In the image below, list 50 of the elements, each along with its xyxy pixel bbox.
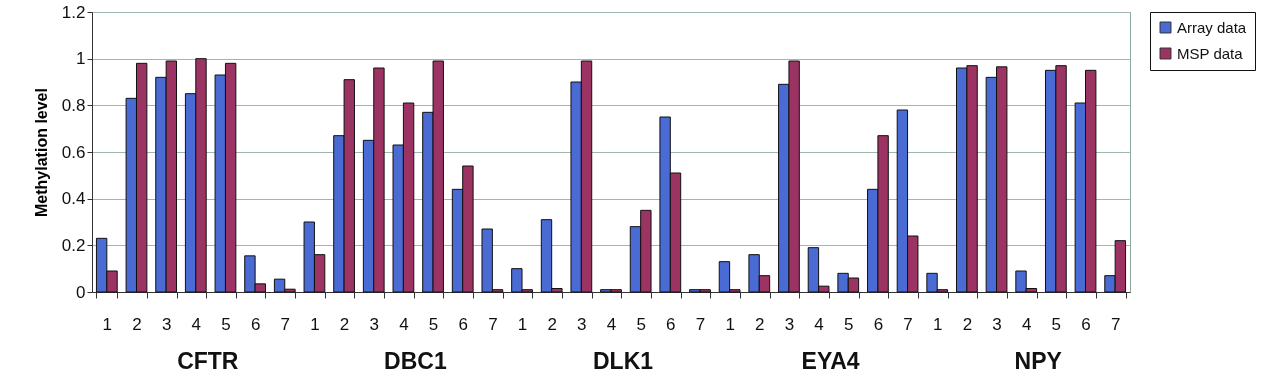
x-tick-label: 4 <box>191 314 202 334</box>
x-tick-label: 5 <box>636 314 646 334</box>
text: CFTR <box>177 348 239 374</box>
x-tick-label: 6 <box>666 314 676 334</box>
x-tick-label: 6 <box>873 314 884 334</box>
x-tick-label: 4 <box>399 314 409 334</box>
x-tick-label: 7 <box>695 314 706 334</box>
y-axis-title: Methylation level <box>32 88 50 217</box>
legend-label: Array data <box>1177 18 1247 36</box>
legend-label: MSP data <box>1177 44 1244 62</box>
x-tick-label: 4 <box>1021 314 1032 334</box>
x-tick-label: 2 <box>962 314 973 334</box>
x-tick-label: 2 <box>132 314 142 334</box>
text: DLK1 <box>592 348 654 374</box>
x-tick-label: 6 <box>250 314 261 334</box>
y-tick-label: 0.8 <box>61 95 86 115</box>
x-tick-label: 5 <box>844 314 854 334</box>
x-tick-label: 1 <box>310 314 320 334</box>
x-tick-label: 1 <box>932 314 943 334</box>
x-tick-label: 5 <box>221 314 231 334</box>
x-tick-label: 3 <box>784 314 795 334</box>
x-tick-label: 1 <box>725 314 735 334</box>
x-tick-label: 4 <box>814 314 824 334</box>
y-tick-label: 0.2 <box>61 235 86 255</box>
y-tick-label: 1.2 <box>61 2 86 22</box>
x-tick-label: 4 <box>606 314 617 334</box>
text: DBC1 <box>384 348 447 374</box>
x-tick-label: 7 <box>280 314 291 334</box>
x-tick-label: 5 <box>1051 314 1062 334</box>
x-tick-label: 6 <box>1081 314 1091 334</box>
x-tick-label: 2 <box>547 314 557 334</box>
y-tick-label: 0.6 <box>61 142 86 162</box>
x-tick-label: 1 <box>517 314 528 334</box>
x-tick-label: 7 <box>903 314 913 334</box>
y-tick-label: 1 <box>76 49 86 69</box>
x-tick-label: 3 <box>577 314 587 334</box>
x-tick-label: 6 <box>458 314 468 334</box>
text: EYA4 <box>801 348 860 374</box>
x-tick-label: 3 <box>161 314 172 334</box>
x-tick-label: 2 <box>755 314 765 334</box>
x-tick-label: 3 <box>992 314 1002 334</box>
x-tick-label: 5 <box>428 314 439 334</box>
x-tick-label: 3 <box>369 314 379 334</box>
text: NPY <box>1014 348 1062 374</box>
x-tick-label: 2 <box>339 314 350 334</box>
x-tick-label: 7 <box>488 314 498 334</box>
x-tick-label: 7 <box>1110 314 1121 334</box>
x-tick-label: 1 <box>102 314 113 334</box>
y-tick-label: 0 <box>76 282 86 302</box>
y-tick-label: 0.4 <box>61 189 86 209</box>
